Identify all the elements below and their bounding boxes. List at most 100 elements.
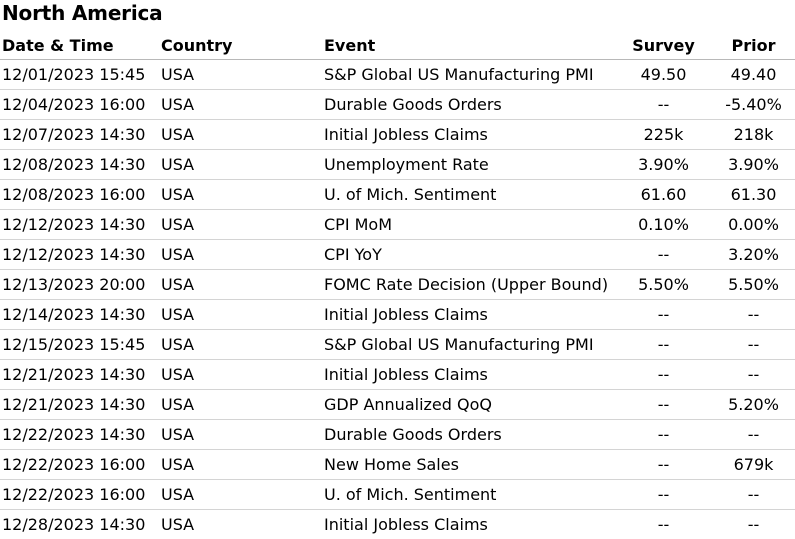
cell-prior: 679k bbox=[712, 449, 795, 480]
table-row: 12/04/2023 16:00 USA Durable Goods Orders -… bbox=[0, 89, 795, 120]
cell-survey: 225k bbox=[615, 119, 712, 150]
cell-country: USA bbox=[161, 419, 324, 450]
cell-date: 12/15/2023 15:45 bbox=[0, 329, 161, 360]
cell-survey: 49.50 bbox=[615, 59, 712, 90]
cell-survey: -- bbox=[615, 449, 712, 480]
cell-country: USA bbox=[161, 209, 324, 240]
cell-event: FOMC Rate Decision (Upper Bound) bbox=[324, 269, 615, 300]
column-header-event: Event bbox=[324, 31, 615, 60]
table-row: 12/21/2023 14:30 USA GDP Annualized QoQ -- 5… bbox=[0, 389, 795, 420]
table-row: 12/07/2023 14:30 USA Initial Jobless Claim… bbox=[0, 119, 795, 150]
cell-date: 12/14/2023 14:30 bbox=[0, 299, 161, 330]
cell-event: Initial Jobless Claims bbox=[324, 119, 615, 150]
page-title: North America bbox=[2, 1, 163, 25]
cell-prior: 3.90% bbox=[712, 149, 795, 180]
cell-date: 12/08/2023 14:30 bbox=[0, 149, 161, 180]
cell-prior: 5.20% bbox=[712, 389, 795, 420]
cell-date: 12/12/2023 14:30 bbox=[0, 239, 161, 270]
cell-survey: -- bbox=[615, 419, 712, 450]
cell-date: 12/12/2023 14:30 bbox=[0, 209, 161, 240]
cell-date: 12/22/2023 14:30 bbox=[0, 419, 161, 450]
cell-event: CPI MoM bbox=[324, 209, 615, 240]
cell-event: New Home Sales bbox=[324, 449, 615, 480]
cell-country: USA bbox=[161, 509, 324, 539]
cell-country: USA bbox=[161, 329, 324, 360]
cell-survey: 5.50% bbox=[615, 269, 712, 300]
cell-event: S&P Global US Manufacturing PMI bbox=[324, 59, 615, 90]
cell-country: USA bbox=[161, 449, 324, 480]
cell-event: Initial Jobless Claims bbox=[324, 359, 615, 390]
cell-date: 12/04/2023 16:00 bbox=[0, 89, 161, 120]
cell-prior: -- bbox=[712, 419, 795, 450]
cell-country: USA bbox=[161, 359, 324, 390]
cell-date: 12/08/2023 16:00 bbox=[0, 179, 161, 210]
cell-event: Unemployment Rate bbox=[324, 149, 615, 180]
cell-prior: 49.40 bbox=[712, 59, 795, 90]
cell-prior: 5.50% bbox=[712, 269, 795, 300]
cell-date: 12/28/2023 14:30 bbox=[0, 509, 161, 539]
table-row: 12/08/2023 16:00 USA U. of Mich. Sentiment… bbox=[0, 179, 795, 210]
cell-date: 12/13/2023 20:00 bbox=[0, 269, 161, 300]
table-row: 12/15/2023 15:45 USA S&P Global US Manufac… bbox=[0, 329, 795, 360]
table-row: 12/22/2023 14:30 USA Durable Goods Orders -… bbox=[0, 419, 795, 450]
cell-event: S&P Global US Manufacturing PMI bbox=[324, 329, 615, 360]
table-row: 12/22/2023 16:00 USA U. of Mich. Sentiment… bbox=[0, 479, 795, 510]
cell-prior: -- bbox=[712, 299, 795, 330]
cell-country: USA bbox=[161, 89, 324, 120]
table-row: 12/28/2023 14:30 USA Initial Jobless Claim… bbox=[0, 509, 795, 539]
cell-survey: -- bbox=[615, 89, 712, 120]
cell-date: 12/21/2023 14:30 bbox=[0, 389, 161, 420]
cell-prior: 3.20% bbox=[712, 239, 795, 270]
cell-prior: 218k bbox=[712, 119, 795, 150]
column-header-survey: Survey bbox=[615, 31, 712, 60]
cell-prior: -- bbox=[712, 479, 795, 510]
cell-event: GDP Annualized QoQ bbox=[324, 389, 615, 420]
cell-survey: 61.60 bbox=[615, 179, 712, 210]
cell-prior: -- bbox=[712, 329, 795, 360]
table-row: 12/21/2023 14:30 USA Initial Jobless Claim… bbox=[0, 359, 795, 390]
table-row: 12/13/2023 20:00 USA FOMC Rate Decision (U… bbox=[0, 269, 795, 300]
cell-prior: -5.40% bbox=[712, 89, 795, 120]
cell-date: 12/01/2023 15:45 bbox=[0, 59, 161, 90]
cell-survey: -- bbox=[615, 389, 712, 420]
cell-country: USA bbox=[161, 269, 324, 300]
cell-date: 12/21/2023 14:30 bbox=[0, 359, 161, 390]
cell-event: U. of Mich. Sentiment bbox=[324, 179, 615, 210]
cell-survey: -- bbox=[615, 479, 712, 510]
cell-prior: -- bbox=[712, 509, 795, 539]
cell-event: Durable Goods Orders bbox=[324, 89, 615, 120]
header-row: Date & Time Country Event Survey Prior bbox=[0, 31, 795, 60]
cell-survey: -- bbox=[615, 509, 712, 539]
table-body: 12/01/2023 15:45 USA S&P Global US Manufac… bbox=[0, 59, 795, 539]
cell-event: CPI YoY bbox=[324, 239, 615, 270]
cell-survey: 0.10% bbox=[615, 209, 712, 240]
column-header-date: Date & Time bbox=[0, 31, 161, 60]
cell-event: Initial Jobless Claims bbox=[324, 299, 615, 330]
table-row: 12/12/2023 14:30 USA CPI MoM 0.10% 0.00% bbox=[0, 209, 795, 240]
cell-country: USA bbox=[161, 479, 324, 510]
cell-survey: -- bbox=[615, 359, 712, 390]
cell-country: USA bbox=[161, 389, 324, 420]
table-row: 12/12/2023 14:30 USA CPI YoY -- 3.20% bbox=[0, 239, 795, 270]
cell-survey: -- bbox=[615, 299, 712, 330]
cell-event: Durable Goods Orders bbox=[324, 419, 615, 450]
cell-survey: 3.90% bbox=[615, 149, 712, 180]
cell-country: USA bbox=[161, 239, 324, 270]
cell-country: USA bbox=[161, 119, 324, 150]
table-row: 12/14/2023 14:30 USA Initial Jobless Claim… bbox=[0, 299, 795, 330]
column-header-country: Country bbox=[161, 31, 324, 60]
table-header: Date & Time Country Event Survey Prior bbox=[0, 31, 795, 60]
cell-survey: -- bbox=[615, 239, 712, 270]
cell-survey: -- bbox=[615, 329, 712, 360]
cell-country: USA bbox=[161, 59, 324, 90]
column-header-prior: Prior bbox=[712, 31, 795, 60]
cell-prior: 61.30 bbox=[712, 179, 795, 210]
cell-country: USA bbox=[161, 179, 324, 210]
table-row: 12/08/2023 14:30 USA Unemployment Rate 3.90… bbox=[0, 149, 795, 180]
cell-prior: -- bbox=[712, 359, 795, 390]
cell-date: 12/22/2023 16:00 bbox=[0, 449, 161, 480]
table-row: 12/22/2023 16:00 USA New Home Sales -- 679k bbox=[0, 449, 795, 480]
cell-event: U. of Mich. Sentiment bbox=[324, 479, 615, 510]
cell-event: Initial Jobless Claims bbox=[324, 509, 615, 539]
cell-country: USA bbox=[161, 149, 324, 180]
